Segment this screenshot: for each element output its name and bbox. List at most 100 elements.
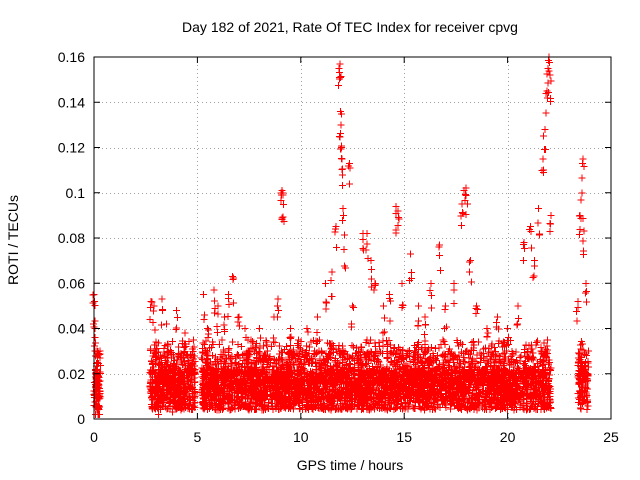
roti-point <box>541 387 549 395</box>
roti-point <box>467 358 475 366</box>
roti-point <box>327 345 335 353</box>
roti-point <box>500 357 508 365</box>
grid-lines <box>94 57 611 419</box>
roti-point <box>212 365 220 373</box>
roti-point <box>228 394 236 402</box>
roti-point <box>480 345 488 353</box>
roti-point <box>271 356 279 364</box>
roti-point <box>333 367 341 375</box>
roti-point <box>532 339 540 347</box>
roti-point <box>331 358 339 366</box>
roti-point <box>512 348 520 356</box>
roti-point <box>458 340 466 348</box>
roti-point <box>149 396 157 404</box>
roti-point <box>381 401 389 409</box>
roti-point <box>201 404 209 412</box>
roti-point <box>332 388 340 396</box>
roti-point <box>234 397 242 405</box>
roti-point <box>226 355 234 363</box>
roti-point <box>170 360 178 368</box>
roti-point <box>332 366 340 374</box>
roti-point <box>355 359 363 367</box>
roti-point <box>317 364 325 372</box>
roti-point <box>508 371 516 379</box>
roti-point <box>400 370 408 378</box>
roti-point <box>420 377 428 385</box>
roti-point <box>235 361 243 369</box>
roti-point <box>289 376 297 384</box>
roti-point <box>511 380 519 388</box>
roti-point <box>522 399 530 407</box>
roti-point <box>522 367 530 375</box>
roti-point <box>168 338 176 346</box>
roti-point <box>234 377 242 385</box>
roti-point <box>335 405 343 413</box>
roti-point <box>326 367 334 375</box>
roti-point <box>252 406 260 414</box>
roti-point <box>263 374 271 382</box>
roti-point <box>200 341 208 349</box>
roti-point <box>385 404 393 412</box>
roti-point <box>499 397 507 405</box>
roti-point <box>427 372 435 380</box>
roti-point <box>461 375 469 383</box>
roti-point <box>153 353 161 361</box>
roti-point <box>446 351 454 359</box>
roti-point <box>316 355 324 363</box>
roti-point <box>489 350 497 358</box>
roti-point <box>525 393 533 401</box>
roti-point <box>416 403 424 411</box>
roti-point <box>191 404 199 412</box>
roti-point <box>501 368 509 376</box>
roti-point <box>255 375 263 383</box>
roti-point <box>251 400 259 408</box>
roti-point <box>278 364 286 372</box>
roti-point <box>481 397 489 405</box>
roti-point <box>410 390 418 398</box>
roti-point <box>228 338 236 346</box>
roti-point <box>258 397 266 405</box>
roti-point <box>468 391 476 399</box>
roti-point <box>476 349 484 357</box>
roti-point <box>356 371 364 379</box>
roti-point <box>365 340 373 348</box>
roti-point <box>457 339 465 347</box>
roti-point <box>181 387 189 395</box>
roti-point <box>268 403 276 411</box>
roti-point <box>376 396 384 404</box>
roti-point <box>297 359 305 367</box>
roti-point <box>387 341 395 349</box>
roti-point <box>543 342 551 350</box>
roti-point <box>247 394 255 402</box>
roti-point <box>457 378 465 386</box>
roti-point <box>361 361 369 369</box>
roti-point <box>378 391 386 399</box>
roti-point <box>523 387 531 395</box>
roti-point <box>344 364 352 372</box>
roti-point <box>529 356 537 364</box>
roti-point <box>338 365 346 373</box>
roti-point <box>402 352 410 360</box>
roti-point <box>544 336 552 344</box>
roti-point <box>296 373 304 381</box>
roti-point <box>173 405 181 413</box>
roti-point <box>213 384 221 392</box>
roti-point <box>378 404 386 412</box>
roti-point <box>501 342 509 350</box>
roti-point <box>239 392 247 400</box>
roti-point <box>433 367 441 375</box>
roti-point <box>155 358 163 366</box>
roti-point <box>490 375 498 383</box>
roti-point <box>241 364 249 372</box>
roti-point <box>163 391 171 399</box>
roti-point <box>359 391 367 399</box>
roti-point <box>415 339 423 347</box>
roti-point <box>326 350 334 358</box>
roti-point <box>318 401 326 409</box>
roti-point <box>208 343 216 351</box>
roti-point <box>381 382 389 390</box>
roti-point <box>396 374 404 382</box>
roti-point <box>445 361 453 369</box>
roti-point <box>324 355 332 363</box>
roti-point <box>349 352 357 360</box>
